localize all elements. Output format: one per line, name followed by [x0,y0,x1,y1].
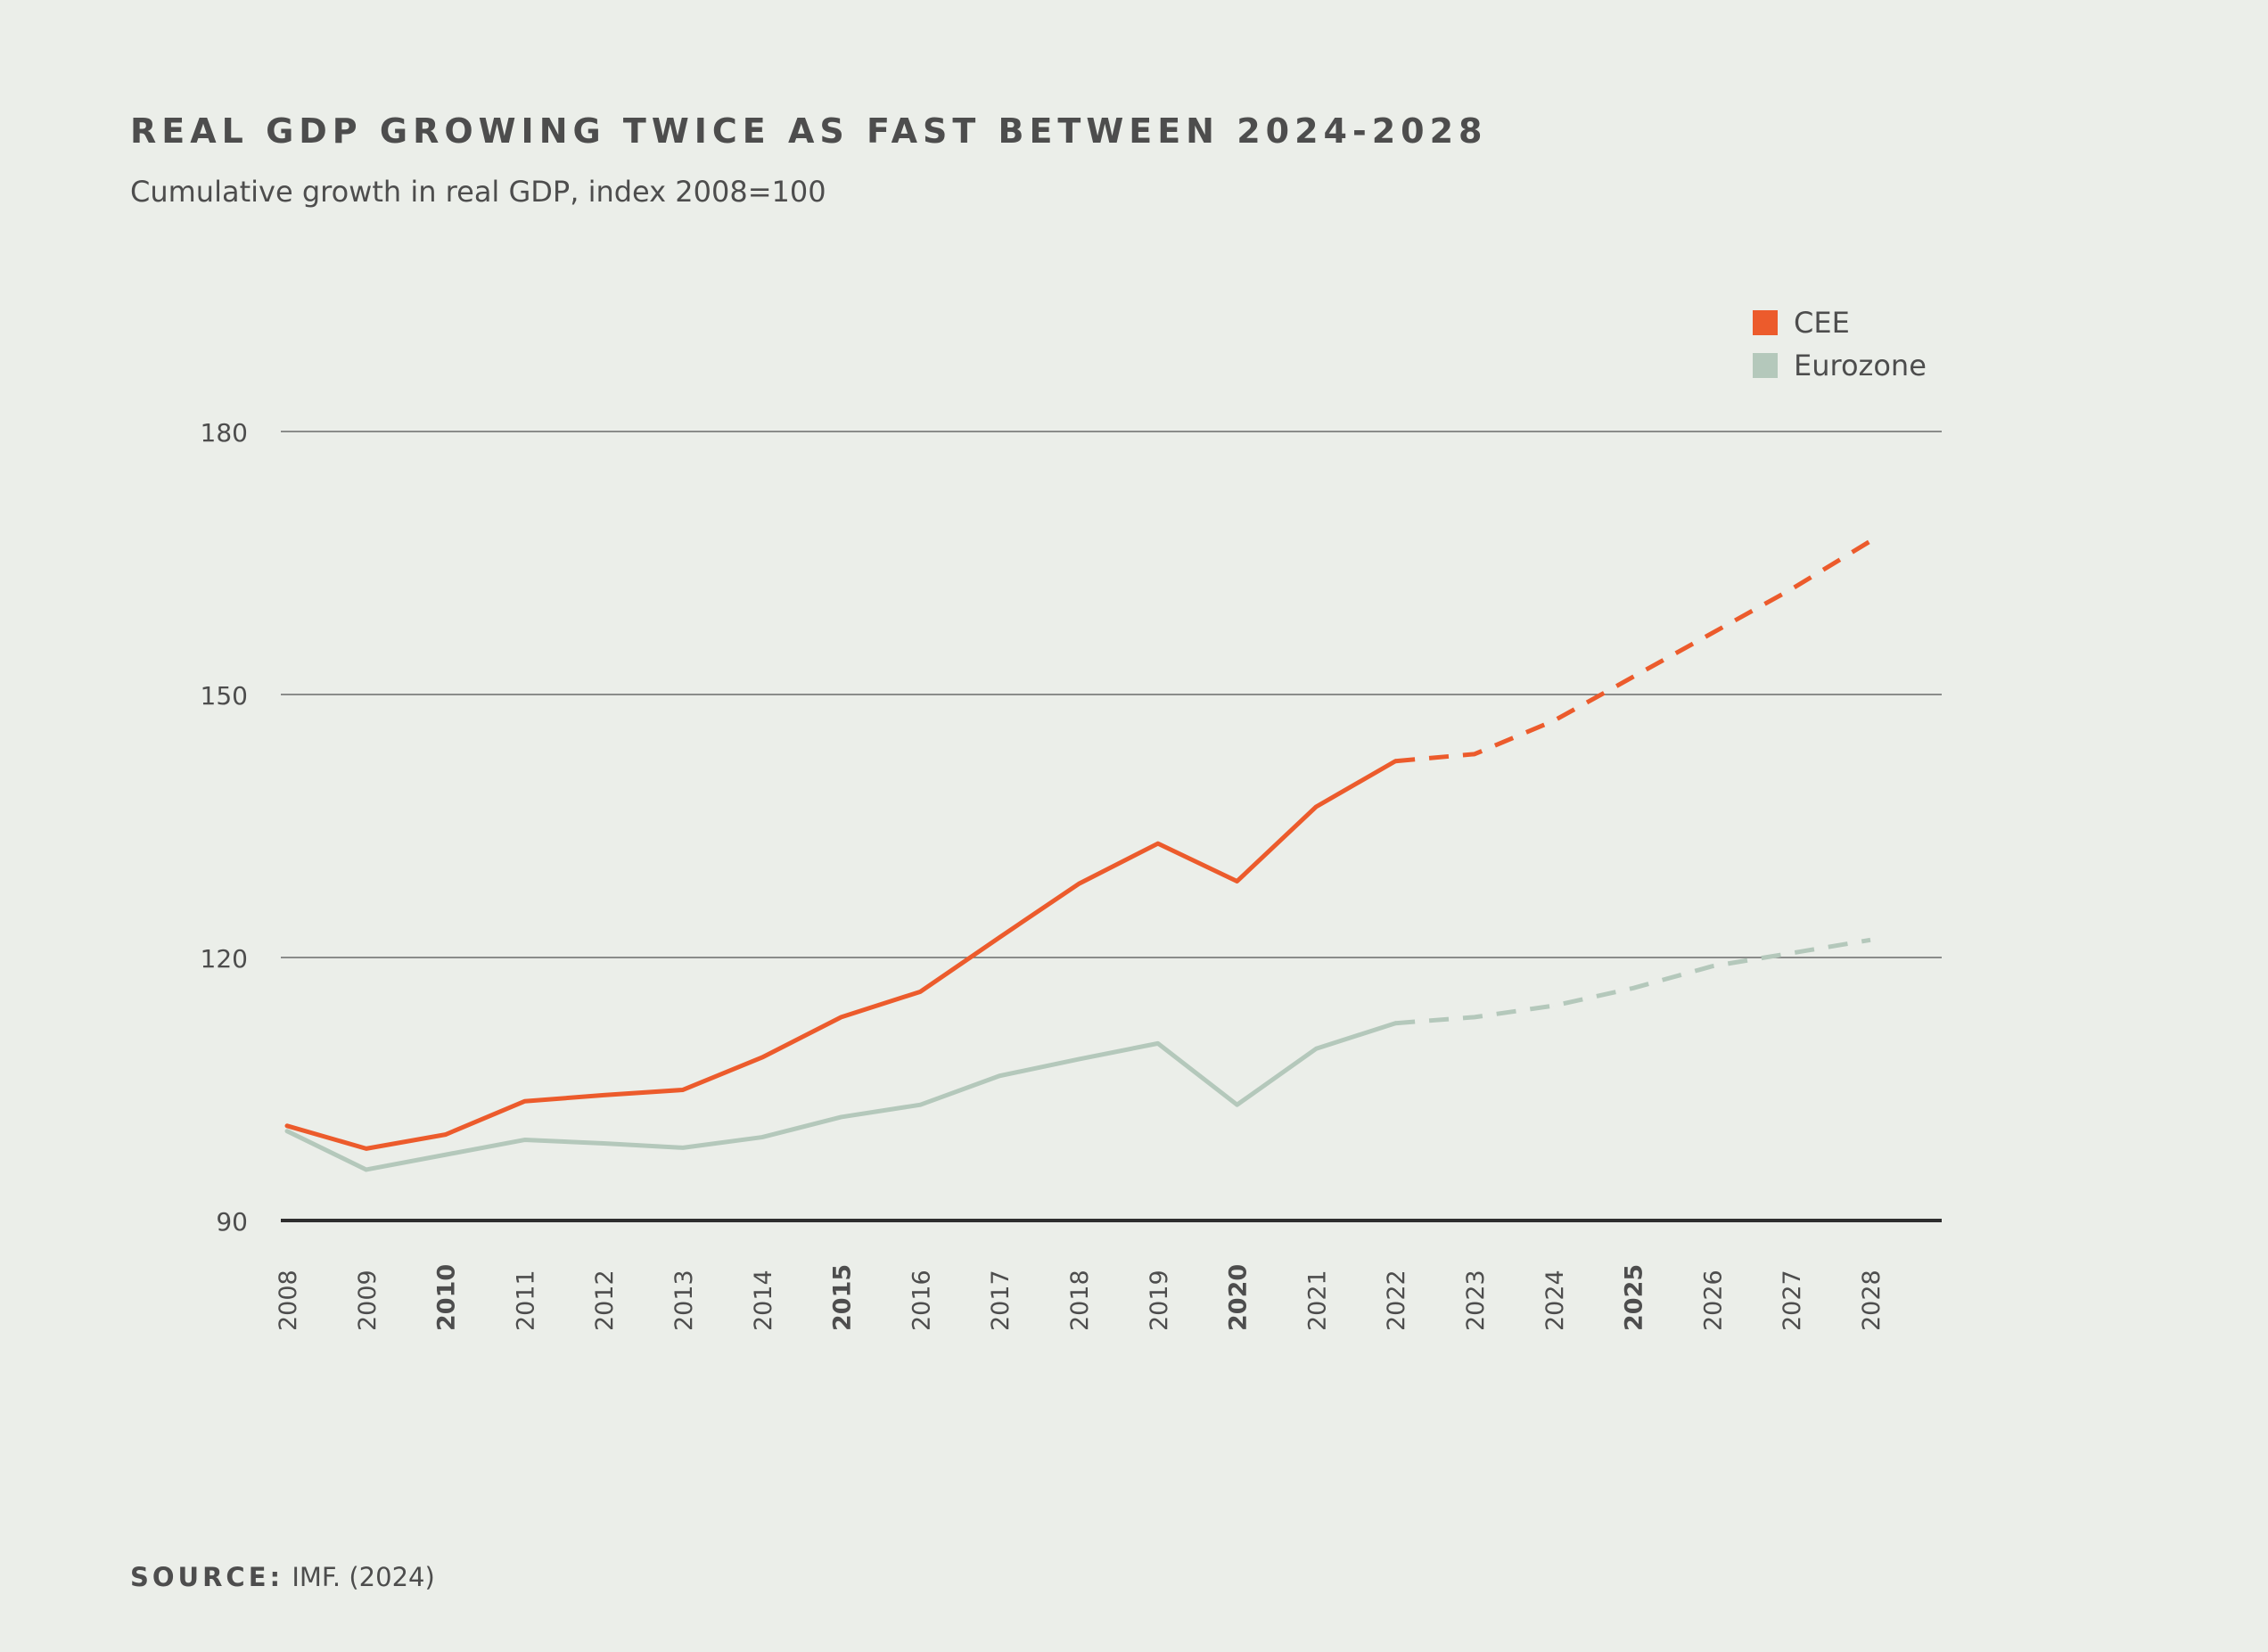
x-tick-label-2021: 2021 [1303,1270,1331,1331]
x-tick-label-2020: 2020 [1225,1264,1253,1331]
x-tick-label-2024: 2024 [1541,1270,1569,1331]
x-tick-label-2027: 2027 [1779,1270,1806,1331]
x-tick-label-2022: 2022 [1383,1270,1410,1331]
x-tick-label-2028: 2028 [1858,1270,1886,1331]
legend-label-cee: CEE [1794,306,1850,340]
series-line-cee [284,759,1398,1151]
source-text: IMF. (2024) [292,1562,435,1592]
x-tick-label-2009: 2009 [354,1270,382,1331]
series-forecast-line-cee [1394,538,1872,764]
x-tick-label-2015: 2015 [829,1264,857,1331]
x-tick-label-2017: 2017 [987,1270,1015,1331]
x-tick-label-2019: 2019 [1146,1270,1173,1331]
x-tick-label-2012: 2012 [591,1270,619,1331]
x-tick-label-2013: 2013 [670,1270,698,1331]
x-tick-label-2025: 2025 [1621,1264,1648,1331]
source-label: SOURCE: [130,1562,284,1592]
x-tick-label-2018: 2018 [1066,1270,1094,1331]
chart-subtitle: Cumulative growth in real GDP, index 200… [130,175,826,209]
x-tick-label-2016: 2016 [908,1270,935,1331]
x-tick-label-2023: 2023 [1462,1270,1490,1331]
legend-label-eurozone: Eurozone [1794,349,1927,382]
y-tick-label-120: 120 [201,944,248,974]
chart-legend: CEE Eurozone [1753,301,1927,387]
y-tick-label-180: 180 [201,418,248,448]
x-tick-label-2010: 2010 [433,1264,461,1331]
x-tick-label-2008: 2008 [275,1270,302,1331]
x-tick-label-2014: 2014 [750,1270,777,1331]
x-tick-label-2011: 2011 [512,1270,539,1331]
series-line-eurozone [284,1021,1398,1172]
x-tick-label-2026: 2026 [1699,1270,1727,1331]
legend-swatch-cee [1753,310,1778,335]
legend-item-cee: CEE [1753,301,1927,344]
legend-swatch-eurozone [1753,353,1778,378]
y-tick-label-150: 150 [201,681,248,711]
legend-item-eurozone: Eurozone [1753,344,1927,387]
series-forecast-line-eurozone [1395,937,1871,1026]
y-tick-label-90: 90 [216,1207,248,1237]
chart-title: REAL GDP GROWING TWICE AS FAST BETWEEN 2… [130,111,1488,151]
source-note: SOURCE: IMF. (2024) [130,1562,435,1592]
